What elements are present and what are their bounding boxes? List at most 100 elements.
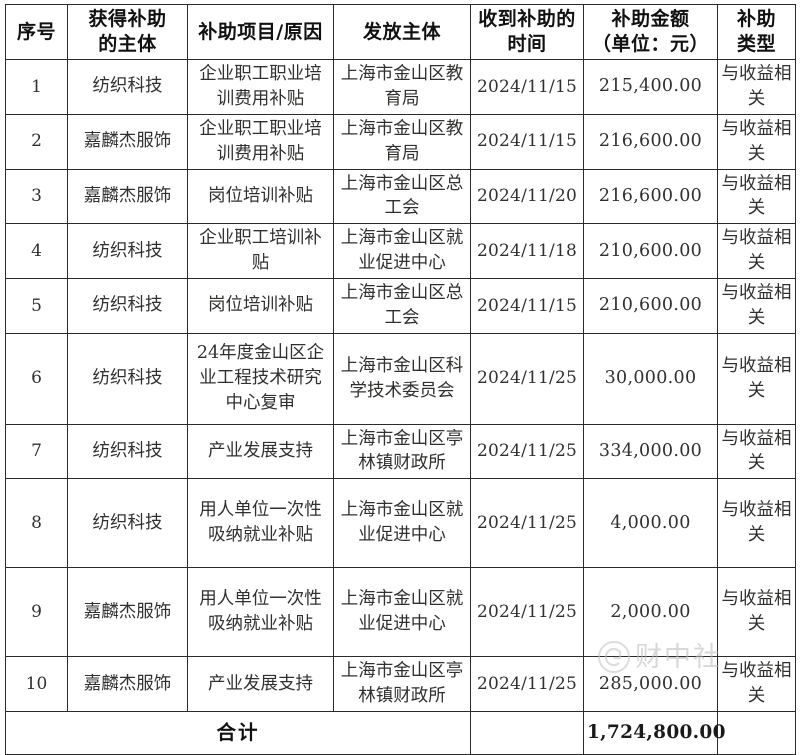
cell-entity: 嘉麟杰服饰 (67, 656, 188, 712)
total-row: 合计 1,724,800.00 (5, 710, 796, 755)
header-line: 时间 (507, 33, 547, 56)
table-row: 5 纺织科技 岗位培训补贴 上海市金山区总工会 2024/11/15 210,6… (5, 277, 796, 334)
header-line: 的主体 (98, 33, 157, 56)
cell-type: 与收益相关 (717, 277, 796, 334)
table-row: 2 嘉麟杰服饰 企业职工职业培训费用补贴 上海市金山区教育局 2024/11/1… (5, 113, 796, 170)
cell-amount: 216,600.00 (583, 168, 718, 225)
total-blank-date (470, 710, 584, 755)
header-line: （单位：元） (591, 33, 709, 56)
government-subsidy-table: 序号 获得补助 的主体 补助项目/原因 发放主体 收到补助的 时间 补助金额 (5, 3, 796, 755)
cell-item: 用人单位一次性吸纳就业补贴 (187, 478, 334, 569)
cell-seq: 2 (5, 113, 68, 170)
cell-amount: 210,600.00 (583, 223, 718, 279)
header-line: 收到补助的 (478, 8, 576, 30)
cell-item: 产业发展支持 (187, 656, 334, 712)
cell-seq: 6 (5, 332, 68, 425)
cell-date: 2024/11/18 (470, 223, 584, 279)
cell-seq: 7 (5, 423, 68, 480)
cell-amount: 215,400.00 (583, 59, 718, 115)
cell-entity: 纺织科技 (67, 277, 188, 334)
cell-date: 2024/11/25 (470, 423, 584, 480)
total-label: 合计 (5, 710, 471, 755)
header-line: 补助项目/原因 (198, 20, 323, 43)
column-header-type: 补助 类型 (717, 3, 796, 61)
column-header-amount: 补助金额 （单位：元） (583, 3, 718, 61)
cell-date: 2024/11/25 (470, 332, 584, 425)
table-row: 8 纺织科技 用人单位一次性吸纳就业补贴 上海市金山区就业促进中心 2024/1… (5, 478, 796, 569)
cell-seq: 1 (5, 59, 68, 115)
header-line: 补助金额 (611, 8, 690, 30)
cell-item: 企业职工培训补贴 (187, 223, 334, 279)
cell-amount: 216,600.00 (583, 113, 718, 170)
table-row: 10 嘉麟杰服饰 产业发展支持 上海市金山区亭林镇财政所 2024/11/25 … (5, 656, 796, 712)
cell-date: 2024/11/20 (470, 168, 584, 225)
cell-type: 与收益相关 (717, 332, 796, 425)
cell-entity: 纺织科技 (67, 223, 188, 279)
cell-type: 与收益相关 (717, 223, 796, 279)
header-line: 获得补助 (88, 8, 167, 30)
subsidy-table-container: 序号 获得补助 的主体 补助项目/原因 发放主体 收到补助的 时间 补助金额 (5, 3, 796, 755)
cell-date: 2024/11/25 (470, 656, 584, 712)
cell-amount: 4,000.00 (583, 478, 718, 569)
cell-type: 与收益相关 (717, 113, 796, 170)
cell-issuer: 上海市金山区亭林镇财政所 (333, 423, 471, 480)
cell-type: 与收益相关 (717, 656, 796, 712)
table-row: 6 纺织科技 24年度金山区企业工程技术研究中心复审 上海市金山区科学技术委员会… (5, 332, 796, 425)
cell-item: 用人单位一次性吸纳就业补贴 (187, 567, 334, 658)
cell-date: 2024/11/25 (470, 567, 584, 658)
header-line: 类型 (736, 33, 776, 56)
column-header-entity: 获得补助 的主体 (67, 3, 188, 61)
cell-type: 与收益相关 (717, 423, 796, 480)
table-footer: 合计 1,724,800.00 (5, 710, 796, 755)
cell-date: 2024/11/15 (470, 59, 584, 115)
total-amount: 1,724,800.00 (583, 710, 725, 755)
cell-issuer: 上海市金山区就业促进中心 (333, 567, 471, 658)
cell-date: 2024/11/15 (470, 113, 584, 170)
cell-type: 与收益相关 (717, 567, 796, 658)
cell-amount: 30,000.00 (583, 332, 718, 425)
cell-entity: 纺织科技 (67, 423, 188, 480)
cell-issuer: 上海市金山区总工会 (333, 277, 471, 334)
header-line: 序号 (16, 20, 56, 43)
cell-type: 与收益相关 (717, 478, 796, 569)
cell-item: 产业发展支持 (187, 423, 334, 480)
cell-issuer: 上海市金山区教育局 (333, 59, 471, 115)
cell-entity: 嘉麟杰服饰 (67, 567, 188, 658)
cell-issuer: 上海市金山区总工会 (333, 168, 471, 225)
column-header-date: 收到补助的 时间 (470, 3, 584, 61)
table-row: 9 嘉麟杰服饰 用人单位一次性吸纳就业补贴 上海市金山区就业促进中心 2024/… (5, 567, 796, 658)
cell-issuer: 上海市金山区亭林镇财政所 (333, 656, 471, 712)
cell-item: 24年度金山区企业工程技术研究中心复审 (187, 332, 334, 425)
cell-item: 岗位培训补贴 (187, 277, 334, 334)
header-line: 补助 (736, 8, 776, 30)
cell-entity: 嘉麟杰服饰 (67, 168, 188, 225)
cell-entity: 纺织科技 (67, 478, 188, 569)
table-row: 3 嘉麟杰服饰 岗位培训补贴 上海市金山区总工会 2024/11/20 216,… (5, 168, 796, 225)
cell-issuer: 上海市金山区就业促进中心 (333, 223, 471, 279)
cell-entity: 纺织科技 (67, 59, 188, 115)
cell-date: 2024/11/25 (470, 478, 584, 569)
cell-amount: 285,000.00 (583, 656, 718, 712)
cell-type: 与收益相关 (717, 59, 796, 115)
table-row: 1 纺织科技 企业职工职业培训费用补贴 上海市金山区教育局 2024/11/15… (5, 59, 796, 115)
cell-amount: 2,000.00 (583, 567, 718, 658)
cell-issuer: 上海市金山区就业促进中心 (333, 478, 471, 569)
total-blank-type (717, 710, 796, 755)
table-body: 1 纺织科技 企业职工职业培训费用补贴 上海市金山区教育局 2024/11/15… (5, 59, 796, 712)
cell-seq: 8 (5, 478, 68, 569)
header-line: 发放主体 (362, 20, 441, 43)
column-header-issuer: 发放主体 (333, 3, 471, 61)
cell-seq: 4 (5, 223, 68, 279)
cell-amount: 210,600.00 (583, 277, 718, 334)
cell-seq: 10 (5, 656, 68, 712)
cell-seq: 9 (5, 567, 68, 658)
table-header: 序号 获得补助 的主体 补助项目/原因 发放主体 收到补助的 时间 补助金额 (5, 3, 796, 61)
cell-entity: 嘉麟杰服饰 (67, 113, 188, 170)
cell-issuer: 上海市金山区科学技术委员会 (333, 332, 471, 425)
cell-item: 岗位培训补贴 (187, 168, 334, 225)
table-row: 4 纺织科技 企业职工培训补贴 上海市金山区就业促进中心 2024/11/18 … (5, 223, 796, 279)
cell-type: 与收益相关 (717, 168, 796, 225)
table-row: 7 纺织科技 产业发展支持 上海市金山区亭林镇财政所 2024/11/25 33… (5, 423, 796, 480)
cell-item: 企业职工职业培训费用补贴 (187, 59, 334, 115)
cell-issuer: 上海市金山区教育局 (333, 113, 471, 170)
